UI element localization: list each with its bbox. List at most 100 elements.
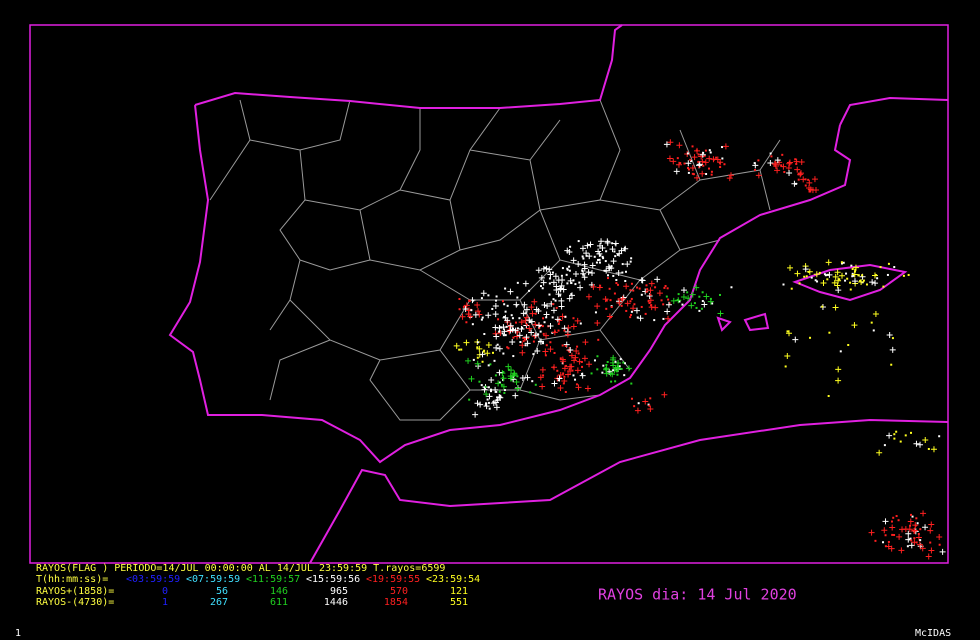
- strike-positive: [633, 307, 640, 314]
- strike-positive: [696, 161, 703, 168]
- province-borders: [209, 99, 781, 421]
- strike-negative: [826, 273, 829, 276]
- strike-negative: [721, 157, 724, 160]
- strike-positive: [603, 267, 610, 274]
- strike-negative: [647, 300, 650, 303]
- strike-negative: [606, 274, 609, 277]
- strike-positive: [784, 352, 791, 359]
- count: 1854: [384, 597, 408, 608]
- strike-positive: [726, 175, 733, 182]
- count: 611: [270, 597, 288, 608]
- strike-positive: [537, 374, 544, 381]
- strike-negative: [638, 287, 641, 290]
- strike-negative: [821, 305, 824, 308]
- strike-positive: [564, 331, 571, 338]
- strike-negative: [568, 265, 571, 268]
- strike-negative: [891, 533, 894, 536]
- strike-negative: [480, 318, 483, 321]
- strike-positive: [852, 264, 859, 271]
- count: 570: [390, 586, 408, 597]
- strike-negative: [495, 295, 498, 298]
- strike-negative: [480, 384, 483, 387]
- strike-negative: [700, 307, 703, 310]
- strike-positive: [579, 372, 586, 379]
- strike-positive: [529, 310, 536, 317]
- strike-negative: [575, 383, 578, 386]
- strike-negative: [576, 345, 579, 348]
- frame-number: 1: [15, 628, 21, 639]
- strike-negative: [593, 359, 596, 362]
- strike-positive: [623, 283, 630, 290]
- strike-negative: [582, 257, 585, 260]
- strike-positive: [689, 164, 696, 171]
- strike-positive: [774, 167, 781, 174]
- count: 0: [162, 586, 168, 597]
- strike-negative: [879, 266, 882, 269]
- strike-negative: [624, 280, 627, 283]
- strike-negative: [614, 380, 617, 383]
- strike-positive: [501, 328, 508, 335]
- strike-negative: [690, 159, 693, 162]
- interval: <11:59:57: [246, 574, 300, 585]
- strike-negative: [504, 287, 507, 290]
- strike-negative: [645, 290, 648, 293]
- strike-positive: [834, 282, 841, 289]
- strike-positive: [494, 397, 501, 404]
- strike-positive: [474, 360, 481, 367]
- strike-negative: [697, 153, 700, 156]
- strike-negative: [572, 279, 575, 282]
- strike-positive: [495, 380, 502, 387]
- strike-positive: [835, 377, 842, 384]
- strike-positive: [493, 333, 500, 340]
- strike-positive: [566, 295, 573, 302]
- strike-positive: [664, 308, 671, 315]
- strike-negative: [608, 287, 611, 290]
- strike-negative: [557, 329, 560, 332]
- strike-negative: [542, 342, 545, 345]
- strike-negative: [701, 291, 704, 294]
- strike-negative: [472, 358, 475, 361]
- strike-positive: [584, 242, 591, 249]
- strike-positive: [691, 154, 698, 161]
- strike-positive: [556, 317, 563, 324]
- strike-positive: [920, 510, 927, 517]
- strike-positive: [571, 357, 578, 364]
- strike-negative: [487, 386, 490, 389]
- strike-negative: [938, 543, 941, 546]
- strike-negative: [816, 280, 819, 283]
- strike-positive: [509, 338, 516, 345]
- strike-positive: [882, 518, 889, 525]
- strike-positive: [706, 155, 713, 162]
- strike-positive: [811, 176, 818, 183]
- strike-negative: [850, 264, 853, 267]
- strike-negative: [854, 268, 857, 271]
- strike-positive: [570, 323, 577, 330]
- strike-negative: [561, 267, 564, 270]
- strike-negative: [828, 331, 831, 334]
- interval: <07:59:59: [186, 574, 240, 585]
- strike-positive: [507, 288, 514, 295]
- strike-positive: [699, 151, 706, 158]
- strike-negative: [910, 539, 913, 542]
- count: 121: [450, 586, 468, 597]
- strike-negative: [620, 368, 623, 371]
- strike-positive: [800, 176, 807, 183]
- strike-positive: [581, 355, 588, 362]
- strike-negative: [460, 348, 463, 351]
- strike-negative: [468, 299, 471, 302]
- strike-positive: [665, 301, 672, 308]
- strike-positive: [555, 277, 562, 284]
- strike-positive: [786, 160, 793, 167]
- strike-negative: [610, 305, 613, 308]
- strike-positive: [851, 322, 858, 329]
- strike-negative: [676, 157, 679, 160]
- strike-negative: [730, 286, 733, 289]
- strike-positive: [558, 297, 565, 304]
- strike-positive: [586, 361, 593, 368]
- strike-positive: [574, 367, 581, 374]
- strike-negative: [695, 306, 698, 309]
- time-label: T(hh:mm:ss)=: [36, 574, 108, 585]
- strike-positive: [786, 330, 793, 337]
- strike-negative: [624, 270, 627, 273]
- strike-negative: [710, 173, 713, 176]
